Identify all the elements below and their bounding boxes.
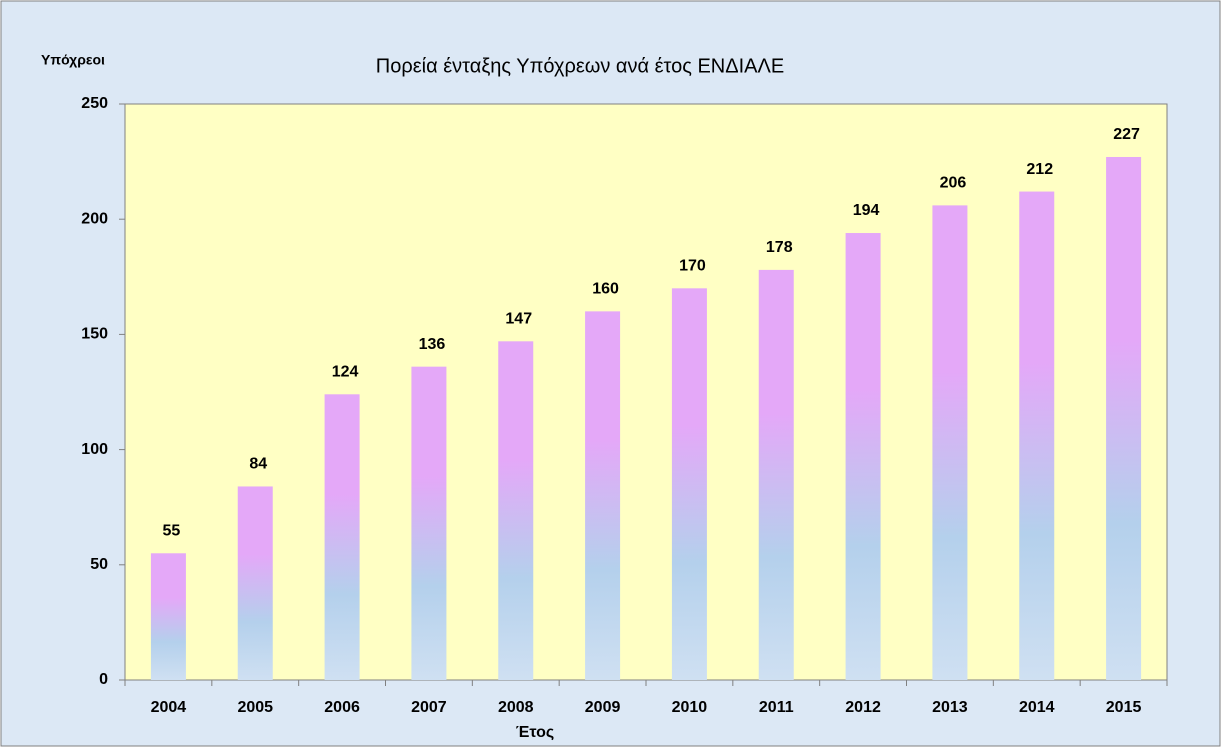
data-label: 212 — [1026, 161, 1053, 178]
x-tick-label: 2014 — [1019, 699, 1055, 716]
x-tick-label: 2008 — [498, 699, 534, 716]
bar — [1019, 191, 1055, 680]
x-tick-label: 2009 — [585, 699, 621, 716]
bar — [845, 233, 881, 681]
x-tick-label: 2013 — [932, 699, 968, 716]
x-tick-label: 2010 — [672, 699, 708, 716]
bar — [1106, 156, 1142, 680]
y-tick-label: 200 — [81, 210, 108, 227]
x-tick-label: 2012 — [845, 699, 881, 716]
x-tick-label: 2006 — [324, 699, 360, 716]
chart-title: Πορεία ένταξης Υπόχρεων ανά έτος ΕΝΔΙΑΛΕ — [376, 55, 784, 77]
data-label: 206 — [940, 175, 967, 192]
bar — [932, 205, 968, 680]
data-label: 178 — [766, 239, 793, 256]
data-label: 194 — [853, 202, 880, 219]
bar — [237, 486, 273, 680]
bar — [324, 394, 360, 680]
bar — [585, 311, 621, 680]
x-tick-label: 2004 — [151, 699, 187, 716]
bar — [150, 553, 186, 680]
data-label: 170 — [679, 258, 706, 275]
data-label: 136 — [419, 336, 446, 353]
y-tick-label: 150 — [81, 326, 108, 343]
y-axis-label: Υπόχρεοι — [41, 52, 105, 68]
y-tick-label: 100 — [81, 441, 108, 458]
bar — [671, 288, 707, 680]
data-label: 147 — [505, 311, 532, 328]
x-tick-label: 2015 — [1106, 699, 1142, 716]
bar — [498, 341, 534, 680]
data-label: 160 — [592, 281, 619, 298]
x-tick-label: 2007 — [411, 699, 447, 716]
data-label: 124 — [332, 364, 359, 381]
x-tick-label: 2005 — [237, 699, 273, 716]
bar — [758, 269, 794, 680]
y-tick-label: 50 — [90, 556, 108, 573]
plot-area — [124, 103, 1168, 681]
data-label: 55 — [163, 522, 181, 539]
y-tick-label: 250 — [81, 95, 108, 112]
x-axis-label: Έτος — [516, 724, 554, 741]
data-label: 84 — [249, 456, 267, 473]
y-tick-label: 0 — [99, 671, 108, 688]
x-tick-label: 2011 — [759, 699, 794, 716]
data-label: 227 — [1113, 126, 1140, 143]
bar — [411, 366, 447, 680]
